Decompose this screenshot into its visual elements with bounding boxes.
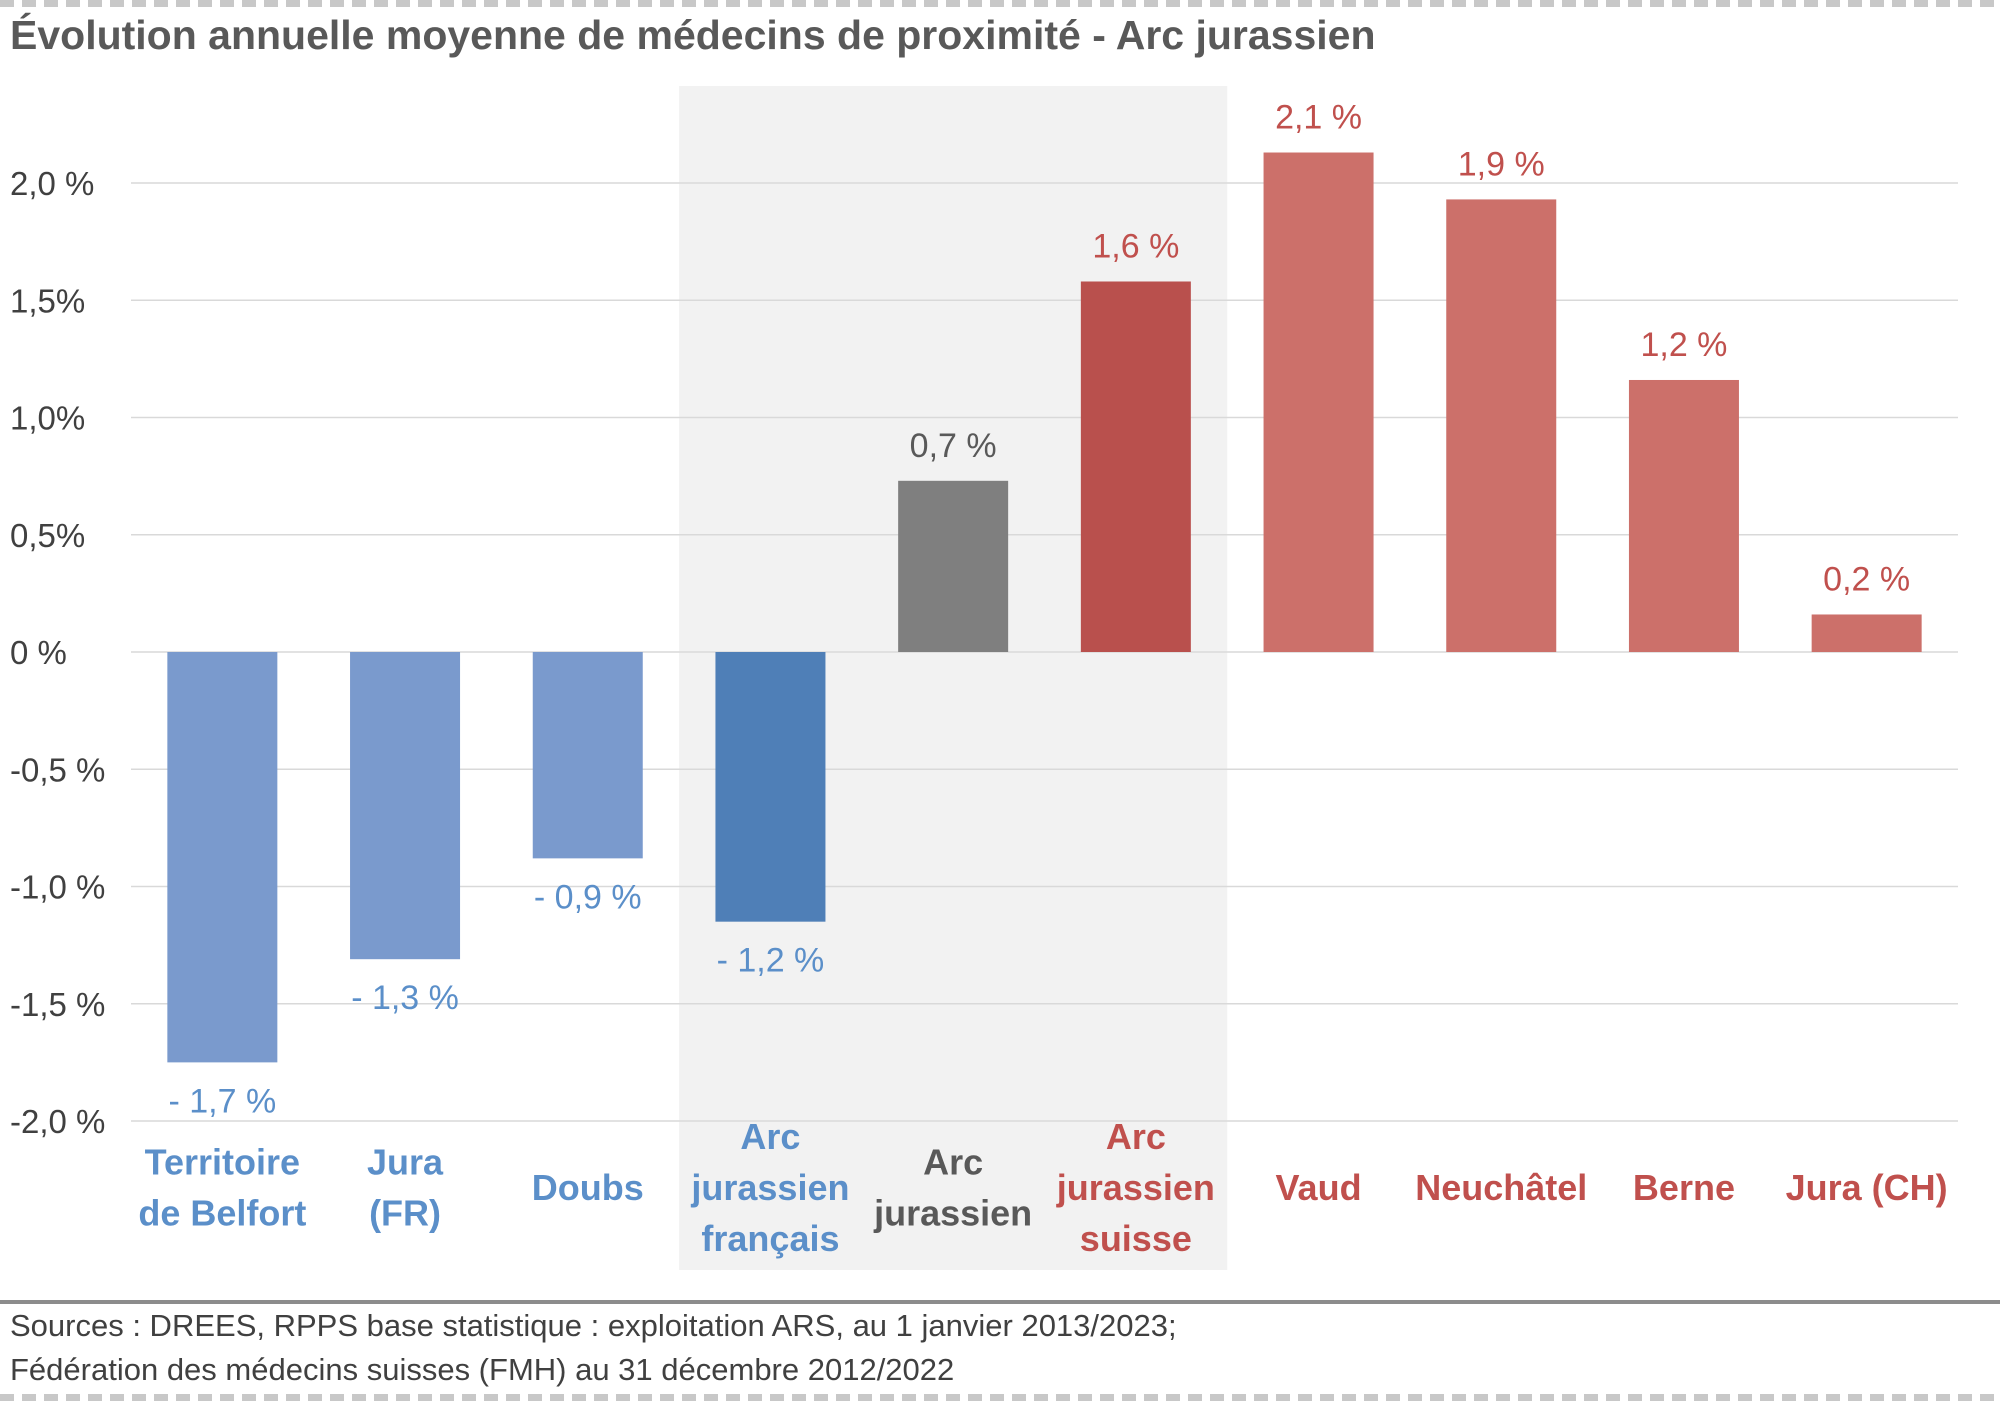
source-separator [0,1300,2000,1304]
data-label: - 1,7 % [168,1082,276,1120]
bar [532,652,643,859]
x-tick-label: Arc jurassien suisse [1056,1116,1215,1259]
bottom-dashed-border [0,1394,2000,1401]
bar [898,480,1009,652]
y-tick-label: 1,0% [10,400,85,437]
x-tick-label: Jura (CH) [1786,1167,1948,1208]
bar [1811,614,1922,652]
x-tick-label: Territoire de Belfort [138,1142,306,1234]
bar [167,652,278,1063]
x-tick-label: Berne [1633,1167,1735,1208]
source-line-2: Fédération des médecins suisses (FMH) au… [10,1352,955,1387]
bar [1628,379,1739,652]
x-tick-label: Neuchâtel [1415,1167,1587,1208]
y-tick-label: 1,5% [10,282,85,319]
source-line-1: Sources : DREES, RPPS base statistique :… [10,1308,1177,1343]
data-label: - 0,9 % [534,878,642,916]
data-label: 1,9 % [1458,145,1545,183]
y-tick-label: -1,0 % [10,869,105,906]
data-label: 1,6 % [1092,227,1179,265]
data-label: 1,2 % [1640,326,1727,364]
x-tick-label: Jura (FR) [367,1142,444,1234]
y-tick-label: 2,0 % [10,165,94,202]
x-tick-label: Arc jurassien français [690,1116,849,1259]
y-tick-label: -0,5 % [10,751,105,788]
x-tick-label: Vaud [1276,1167,1362,1208]
data-label: 0,7 % [910,427,997,465]
data-label: - 1,2 % [717,942,825,980]
x-tick-label: Doubs [532,1167,644,1208]
y-tick-label: -2,0 % [10,1103,105,1140]
data-label: 2,1 % [1275,99,1362,137]
data-label: - 1,3 % [351,979,459,1017]
x-tick-label: Arc jurassien [873,1142,1032,1234]
top-dashed-border [0,0,2000,7]
bar-chart: 2,0 % 1,5% 1,0% 0,5% 0 % -0,5 % -1,0 % -1,5 % -2… [10,86,1958,1270]
y-tick-label: 0 % [10,634,67,671]
bar [1263,152,1374,652]
data-label: 0,2 % [1823,560,1910,598]
y-tick-label: -1,5 % [10,986,105,1023]
chart-title: Évolution annuelle moyenne de médecins d… [10,12,1376,58]
y-tick-label: 0,5% [10,517,85,554]
bar [1446,199,1557,653]
bar [1080,281,1191,652]
bar [350,652,461,960]
bar [715,652,826,922]
